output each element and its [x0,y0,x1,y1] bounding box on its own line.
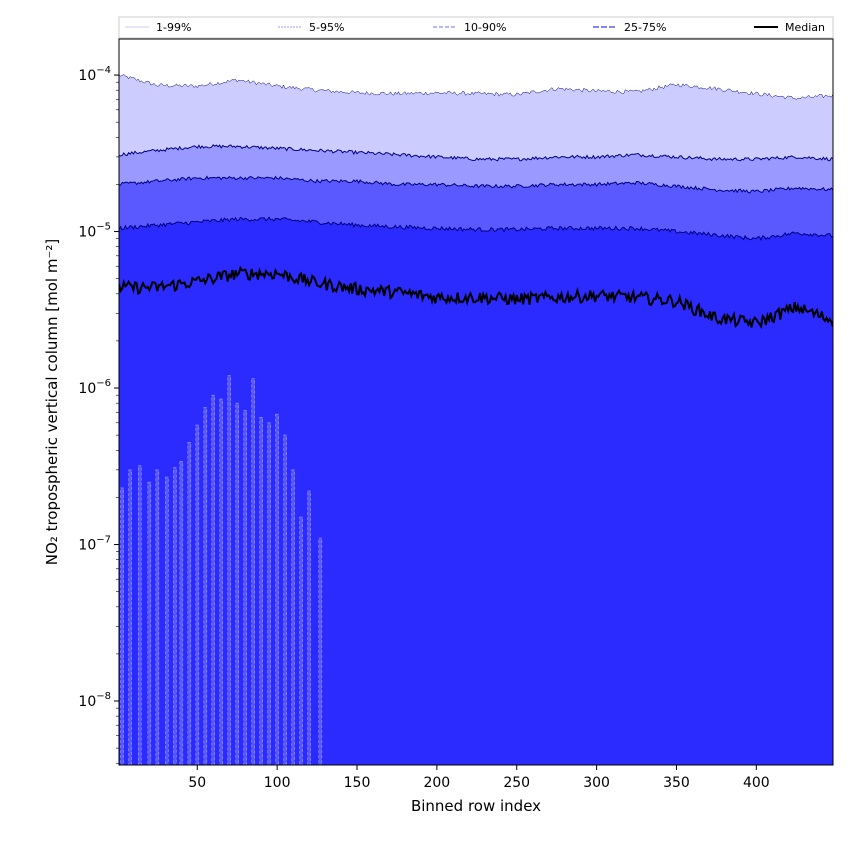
spike-10th-18 [267,422,271,765]
spike-10th-5 [165,476,169,765]
legend: 1-99% 5-95% 10-90% 25-75% Median [118,16,834,39]
x-tick-label-350: 350 [663,775,690,791]
spike-25th-11 [304,544,307,765]
median-line [119,265,833,329]
lower-tail-spikes [120,375,323,765]
x-tick-label-250: 250 [503,775,530,791]
spike-10th-9 [195,424,200,765]
spike-25th-0 [124,591,127,765]
spike-25th-10 [288,497,291,765]
spike-10th-24 [318,537,323,765]
band-1-99-edge [119,74,833,101]
plot-frame [118,38,834,766]
spike-10th-0 [120,487,124,765]
spike-25th-8 [257,432,259,765]
x-tick-label-150: 150 [344,775,371,791]
spike-10th-13 [227,375,231,765]
spike-10th-20 [283,434,287,765]
spike-10th-2 [138,465,142,765]
spike-10th-17 [259,416,264,765]
spike-25th-6 [225,428,227,765]
y-axis-label: NO₂ tropospheric vertical column [mol m⁻… [43,239,61,565]
x-axis: 50 100 150 200 250 300 350 400 [188,765,770,791]
spike-10th-21 [291,469,295,765]
median-path [119,265,833,329]
x-tick-label-100: 100 [264,775,291,791]
spike-10th-19 [275,413,279,765]
legend-label-2: 10-90% [464,21,506,34]
spike-10th-22 [299,516,303,765]
spike-10th-4 [155,469,160,765]
x-tick-label-200: 200 [423,775,450,791]
x-tick-label-300: 300 [583,775,610,791]
y-tick-label: 10−5 [78,222,111,241]
spike-25th-7 [241,437,243,765]
legend-label-0: 1-99% [156,21,191,34]
legend-label-4: Median [785,21,825,34]
legend-label-3: 25-75% [624,21,666,34]
spike-10th-12 [219,398,223,765]
band-5-95-edge [119,144,833,162]
band-10-90-edge [119,175,833,194]
spike-25th-5 [209,442,211,765]
legend-label-1: 5-95% [309,21,344,34]
spike-25th-3 [177,497,180,765]
spike-25th-9 [272,459,275,765]
spike-10th-7 [179,461,184,765]
band-25-75-edge [119,216,833,242]
spike-10th-6 [173,467,177,765]
y-tick-label: 10−7 [78,535,111,554]
spike-10th-3 [147,481,152,765]
plot-area [119,74,833,765]
x-tick-label-400: 400 [743,775,770,791]
x-tick-label-50: 50 [188,775,206,791]
spike-10th-11 [211,394,215,765]
spike-10th-23 [307,490,311,765]
spike-10th-8 [187,441,192,765]
spike-10th-1 [128,469,132,765]
band-25-75 [119,217,833,765]
spike-25th-1 [145,544,148,765]
y-tick-label: 10−6 [78,378,111,397]
spike-10th-10 [203,407,208,765]
y-axis: 10−8 10−7 10−6 10−5 10−4 [78,65,119,764]
spike-25th-4 [193,469,196,765]
spike-10th-14 [235,402,239,765]
spike-25th-2 [161,521,164,765]
spike-10th-16 [251,378,255,765]
spike-10th-15 [243,410,247,765]
legend-box [118,16,834,39]
x-axis-label: Binned row index [411,797,541,815]
y-tick-label: 10−4 [78,65,111,84]
y-tick-label: 10−8 [78,691,111,710]
